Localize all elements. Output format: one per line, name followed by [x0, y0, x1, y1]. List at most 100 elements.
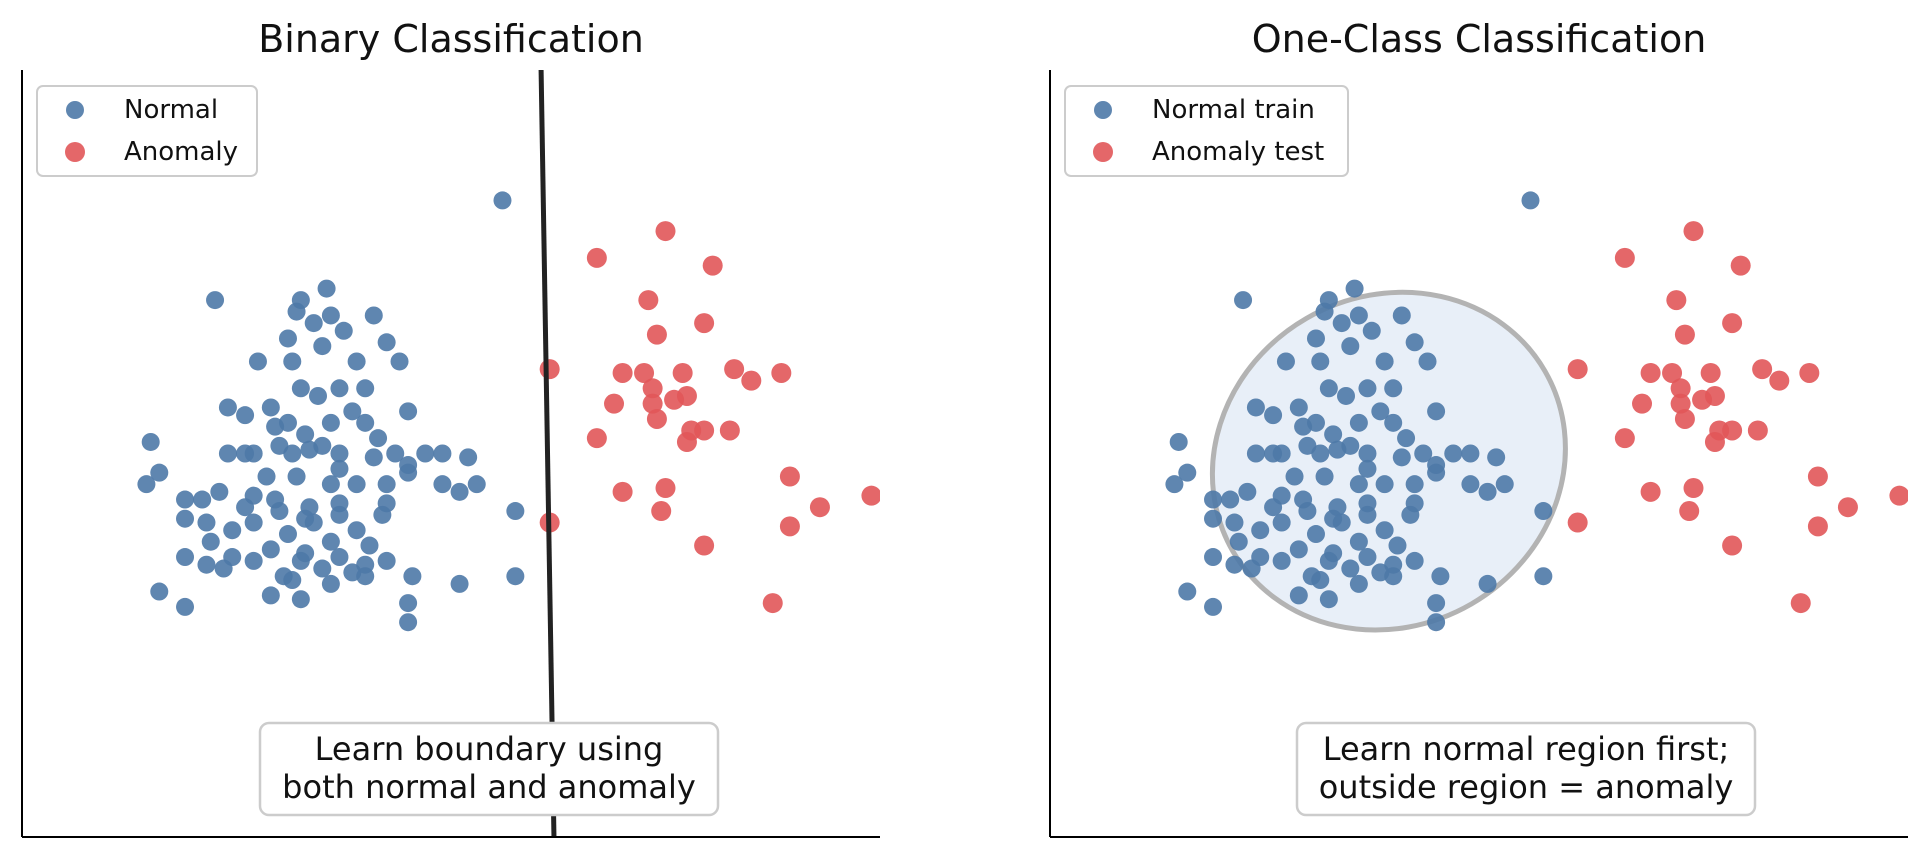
- anomaly-point: [1799, 362, 1820, 383]
- normal-point: [1234, 291, 1253, 310]
- normal-point: [1229, 532, 1248, 551]
- normal-point: [218, 444, 237, 463]
- anomaly-point: [1837, 497, 1858, 518]
- normal-point: [377, 333, 396, 352]
- normal-point: [300, 440, 319, 459]
- normal-point: [321, 532, 340, 551]
- annotation: Learn normal region first;outside region…: [1295, 721, 1757, 817]
- normal-point: [304, 314, 323, 333]
- normal-point: [309, 386, 328, 405]
- anomaly-point: [604, 393, 625, 414]
- anomaly-point: [809, 497, 830, 518]
- normal-point: [1289, 540, 1308, 559]
- anomaly-point: [642, 393, 663, 414]
- normal-point: [459, 448, 478, 467]
- normal-point: [356, 567, 375, 586]
- normal-point: [1358, 444, 1377, 463]
- normal-point: [1251, 521, 1270, 540]
- normal-point: [1444, 444, 1463, 463]
- normal-point: [1358, 548, 1377, 567]
- normal-point: [399, 402, 418, 421]
- normal-point: [356, 379, 375, 398]
- binary-classification-panel: Binary Classification Normal Anomaly Learn …: [21, 17, 880, 838]
- normal-point: [1375, 521, 1394, 540]
- anomaly-point: [1752, 359, 1773, 380]
- normal-point: [1341, 559, 1360, 578]
- normal-point: [1431, 567, 1450, 586]
- normal-point: [1358, 379, 1377, 398]
- anomaly-point: [1769, 370, 1790, 391]
- normal-point: [283, 352, 302, 371]
- normal-point: [330, 505, 349, 524]
- anomaly-point: [676, 431, 697, 452]
- normal-point: [1298, 502, 1317, 521]
- anomaly-point: [586, 428, 607, 449]
- normal-region-ellipse: [1209, 289, 1568, 633]
- anomaly-point: [1807, 516, 1828, 537]
- normal-point: [317, 279, 336, 298]
- normal-point: [193, 490, 212, 509]
- anomaly-points: [1567, 221, 1908, 614]
- annotation-text: Learn boundary using: [315, 730, 664, 768]
- normal-point: [1204, 490, 1223, 509]
- anomaly-point: [1722, 313, 1743, 334]
- anomaly-point: [694, 313, 715, 334]
- normal-point: [433, 475, 452, 494]
- anomaly-point: [612, 481, 633, 502]
- normal-point: [1358, 505, 1377, 524]
- anomaly-point: [1640, 362, 1661, 383]
- normal-point: [1272, 444, 1291, 463]
- normal-point: [1204, 509, 1223, 528]
- normal-point: [356, 413, 375, 432]
- anomaly-point: [664, 389, 685, 410]
- normal-point: [450, 574, 469, 593]
- normal-point: [141, 432, 160, 451]
- normal-point: [1204, 548, 1223, 567]
- anomaly-point: [651, 501, 672, 522]
- anomaly-point: [1790, 593, 1811, 614]
- legend-label: Anomaly: [124, 137, 238, 167]
- normal-point: [416, 444, 435, 463]
- annotation-box: [258, 721, 720, 817]
- decision-boundary-line: [538, 69, 557, 838]
- anomaly-point: [1807, 466, 1828, 487]
- normal-point: [1225, 555, 1244, 574]
- anomaly-point: [1614, 428, 1635, 449]
- normal-point: [176, 509, 195, 528]
- normal-point: [1319, 590, 1338, 609]
- normal-point: [176, 597, 195, 616]
- normal-point: [244, 513, 263, 532]
- normal-point: [1285, 467, 1304, 486]
- normal-point: [1345, 279, 1364, 298]
- normal-point: [1276, 352, 1295, 371]
- normal-point: [1332, 314, 1351, 333]
- normal-point: [1264, 406, 1283, 425]
- normal-point: [1371, 402, 1390, 421]
- anomaly-point: [646, 324, 667, 345]
- normal-point: [257, 467, 276, 486]
- normal-point: [150, 463, 169, 482]
- normal-point: [201, 532, 220, 551]
- normal-point: [1388, 536, 1407, 555]
- normal-legend-marker: [1094, 101, 1112, 119]
- normal-point: [1375, 475, 1394, 494]
- anomaly-point: [762, 593, 783, 614]
- normal-point: [1315, 467, 1334, 486]
- normal-point: [330, 459, 349, 478]
- normal-point: [176, 548, 195, 567]
- normal-point: [261, 398, 280, 417]
- normal-point: [1165, 475, 1184, 494]
- normal-point: [399, 594, 418, 613]
- normal-point: [1405, 551, 1424, 570]
- normal-point: [1324, 425, 1343, 444]
- normal-point: [296, 425, 315, 444]
- anomaly-point: [1700, 362, 1721, 383]
- normal-point: [1311, 352, 1330, 371]
- normal-point: [1362, 321, 1381, 340]
- normal-point: [403, 567, 422, 586]
- normal-point: [321, 475, 340, 494]
- normal-point: [1306, 525, 1325, 544]
- anomaly-point: [1670, 378, 1691, 399]
- normal-point: [399, 613, 418, 632]
- normal-point: [1384, 567, 1403, 586]
